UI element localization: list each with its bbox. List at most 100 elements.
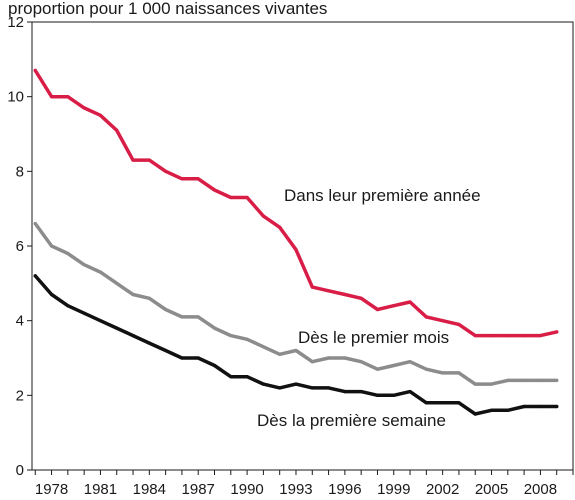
x-tick-label: 1999: [377, 481, 410, 498]
data-point: [343, 390, 347, 394]
data-point: [33, 222, 37, 226]
data-point: [555, 330, 559, 334]
data-point: [131, 158, 135, 162]
data-point: [310, 360, 314, 364]
data-point: [147, 158, 151, 162]
data-point: [196, 177, 200, 181]
data-point: [441, 371, 445, 375]
data-point: [164, 307, 168, 312]
data-point: [131, 334, 135, 338]
data-point: [98, 113, 103, 117]
x-tick-label: 1990: [230, 481, 263, 498]
data-point: [457, 401, 461, 405]
data-point: [261, 382, 265, 386]
data-point: [359, 296, 363, 300]
y-tick-label: 0: [16, 462, 24, 479]
y-tick-label: 4: [16, 313, 24, 330]
y-tick-label: 8: [16, 163, 24, 180]
x-tick-label: 2002: [426, 481, 459, 498]
data-point: [457, 322, 461, 326]
data-point: [229, 375, 233, 379]
x-tick-label: 2008: [524, 481, 557, 498]
data-point: [278, 352, 282, 356]
data-point: [212, 326, 217, 330]
y-tick-label: 2: [16, 387, 24, 404]
data-point: [261, 345, 265, 349]
data-point: [49, 244, 54, 248]
data-point: [245, 337, 249, 341]
series-label: Dès la première semaine: [257, 411, 446, 430]
data-point: [164, 348, 168, 353]
data-point: [147, 341, 151, 345]
data-point: [229, 334, 233, 338]
data-point: [522, 378, 526, 382]
data-point: [343, 356, 347, 360]
data-point: [294, 348, 298, 353]
series-labels: Dans leur première année Dès le premier m…: [257, 186, 481, 430]
data-point: [49, 292, 54, 297]
data-point: [278, 225, 282, 229]
data-point: [115, 326, 119, 330]
data-point: [212, 363, 217, 368]
data-point: [408, 390, 412, 394]
data-point: [441, 319, 445, 323]
data-point: [408, 360, 412, 364]
data-point: [261, 214, 265, 218]
data-point: [441, 401, 445, 405]
data-point: [424, 315, 428, 319]
data-point: [506, 334, 510, 338]
plot-frame: [31, 21, 574, 471]
data-point: [424, 367, 428, 371]
series-line: [33, 274, 559, 416]
data-point: [392, 393, 396, 397]
chart-title: proportion pour 1 000 naissances vivante…: [8, 0, 328, 18]
data-point: [473, 334, 477, 338]
data-point: [33, 68, 37, 73]
axes: 0 2 4 6 8 10 12 1978 1981 1984 1987 1990 1993 1996 199…: [7, 14, 574, 498]
series-label: Dès le premier mois: [298, 328, 449, 347]
x-tick-label: 1978: [35, 481, 68, 498]
data-point: [66, 95, 70, 99]
data-point: [278, 386, 282, 390]
data-point: [49, 95, 54, 99]
data-point: [196, 356, 200, 360]
y-tick-label: 6: [16, 238, 24, 255]
data-point: [310, 386, 314, 390]
data-point: [82, 311, 86, 315]
x-tick-label: 1996: [328, 481, 361, 498]
data-point: [245, 375, 249, 379]
series-label: Dans leur première année: [284, 186, 481, 205]
data-point: [538, 404, 543, 409]
data-point: [359, 360, 363, 364]
data-point: [522, 334, 526, 338]
data-point: [131, 292, 135, 297]
data-point: [506, 408, 510, 412]
data-point: [343, 292, 347, 297]
data-point: [98, 270, 103, 274]
data-point: [538, 334, 543, 338]
data-point: [115, 281, 119, 285]
data-point: [375, 367, 380, 371]
data-point: [489, 382, 494, 386]
data-point: [392, 304, 396, 308]
x-tick-label: 1984: [133, 481, 166, 498]
data-point: [473, 382, 477, 386]
y-tick-label: 10: [7, 89, 24, 106]
data-point: [522, 404, 526, 409]
data-point: [489, 408, 494, 412]
data-point: [180, 177, 184, 181]
y-tick-label: 12: [7, 14, 24, 31]
data-point: [538, 378, 543, 382]
data-point: [180, 315, 184, 319]
data-point: [310, 285, 314, 289]
data-point: [375, 307, 380, 312]
data-point: [392, 363, 396, 368]
data-point: [180, 356, 184, 360]
data-point: [375, 393, 380, 397]
data-point: [424, 401, 428, 405]
x-tick-label: 2005: [475, 481, 508, 498]
data-point: [196, 315, 200, 319]
data-point: [506, 378, 510, 382]
data-point: [473, 412, 477, 416]
